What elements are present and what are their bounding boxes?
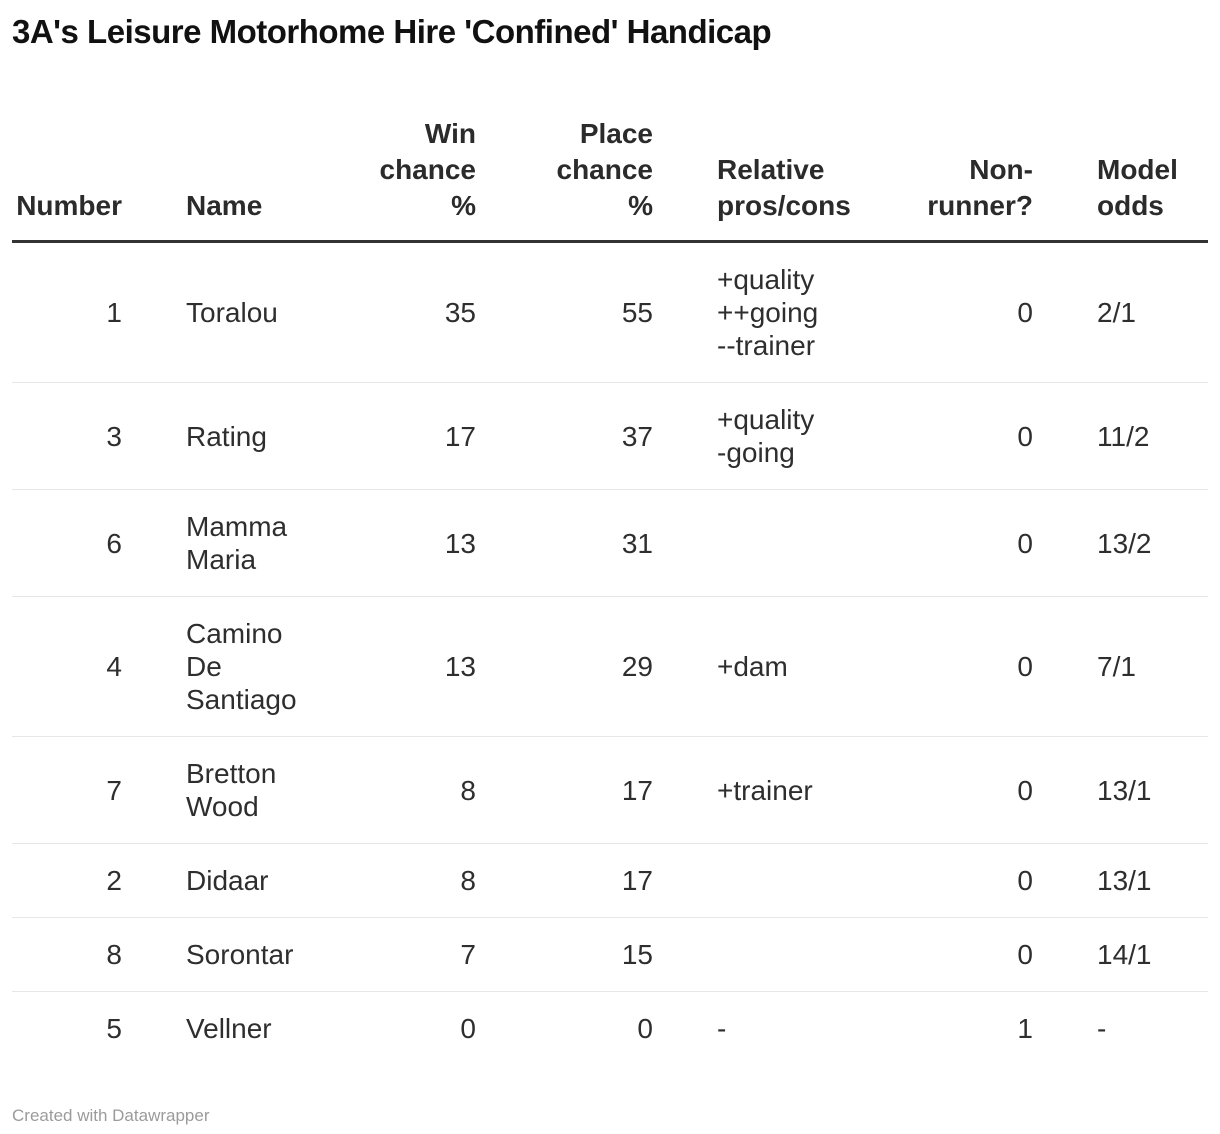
cell-odds: 13/1 [1097, 865, 1152, 896]
cell-odds: - [1097, 1013, 1107, 1044]
cell-number: 5 [106, 1013, 122, 1044]
table-row: 2 Didaar 8 17 0 13/1 [12, 843, 1208, 918]
cell-odds: 2/1 [1097, 297, 1136, 328]
cell-place: 0 [637, 1013, 653, 1044]
cell-pros: +dam [717, 651, 788, 682]
table-row: 1 Toralou 35 55 +quality ++going --trainer 0 2… [12, 242, 1208, 383]
cell-name: Vellner [186, 1013, 272, 1044]
table-row: 8 Sorontar 7 15 0 14/1 [12, 917, 1208, 992]
cell-win: 13 [444, 651, 476, 682]
column-header-win: Win chance % [379, 118, 477, 221]
cell-win: 8 [460, 865, 476, 896]
handicap-table: Number Name Win chance % Place chance % Rela… [12, 116, 1208, 1065]
cell-win: 17 [444, 420, 476, 452]
cell-name: Didaar [186, 865, 269, 896]
cell-pros [653, 918, 897, 992]
cell-nonrunner: 1 [1017, 1013, 1033, 1044]
cell-odds: 14/1 [1097, 939, 1152, 970]
cell-name: Sorontar [186, 939, 294, 970]
column-header-nonrunner: Non- runner? [927, 154, 1033, 221]
cell-nonrunner: 0 [1017, 774, 1033, 806]
cell-number: 4 [106, 651, 122, 682]
table-header: Number Name Win chance % Place chance % Rela… [12, 116, 1208, 242]
column-header-pros: Relative pros/cons [717, 154, 851, 221]
table-body: 1 Toralou 35 55 +quality ++going --trainer 0 2… [12, 242, 1208, 1066]
cell-nonrunner: 0 [1017, 651, 1033, 682]
cell-place: 15 [621, 939, 653, 970]
cell-place: 17 [621, 774, 653, 806]
cell-name: Mamma Maria [186, 511, 288, 575]
cell-number: 3 [106, 420, 122, 452]
cell-number: 1 [106, 297, 122, 328]
table-row: 5 Vellner 0 0 - 1 - [12, 991, 1208, 1066]
cell-odds: 13/2 [1097, 527, 1152, 559]
cell-place: 55 [621, 297, 653, 328]
cell-pros: +quality ++going --trainer [717, 264, 819, 361]
cell-number: 2 [106, 865, 122, 896]
table-row: 6 Mamma Maria 13 31 0 13/2 [12, 489, 1208, 597]
attribution-text: Created with Datawrapper [12, 1106, 210, 1125]
cell-pros [653, 490, 897, 597]
cell-place: 17 [621, 865, 653, 896]
cell-number: 8 [106, 939, 122, 970]
cell-name: Bretton Wood [186, 758, 277, 822]
cell-win: 13 [444, 527, 476, 559]
column-header-odds: Model odds [1097, 154, 1178, 221]
column-header-place: Place chance % [556, 118, 654, 221]
cell-nonrunner: 0 [1017, 297, 1033, 328]
cell-pros: +trainer [717, 774, 813, 806]
cell-name: Toralou [186, 297, 278, 328]
cell-place: 37 [621, 420, 653, 452]
cell-name: Camino De Santiago [186, 618, 297, 715]
cell-odds: 13/1 [1097, 774, 1152, 806]
cell-nonrunner: 0 [1017, 865, 1033, 896]
cell-odds: 11/2 [1097, 420, 1150, 452]
table-row: 4 Camino De Santiago 13 29 +dam 0 7/1 [12, 596, 1208, 737]
cell-pros: - [717, 1013, 727, 1044]
cell-number: 7 [106, 774, 122, 806]
cell-place: 29 [621, 651, 653, 682]
chart-title: 3A's Leisure Motorhome Hire 'Confined' H… [12, 13, 772, 50]
table-header-row: Number Name Win chance % Place chance % Rela… [12, 116, 1208, 242]
cell-place: 31 [621, 527, 653, 559]
cell-pros [653, 844, 897, 918]
column-header-number: Number [16, 190, 122, 221]
cell-win: 35 [444, 297, 476, 328]
cell-win: 0 [460, 1013, 476, 1044]
table-row: 7 Bretton Wood 8 17 +trainer 0 13/1 [12, 736, 1208, 844]
cell-pros: +quality -going [717, 404, 815, 468]
cell-nonrunner: 0 [1017, 420, 1033, 452]
cell-nonrunner: 0 [1017, 527, 1033, 559]
cell-nonrunner: 0 [1017, 939, 1033, 970]
column-header-name: Name [186, 190, 263, 221]
cell-win: 8 [460, 774, 476, 806]
cell-win: 7 [460, 939, 476, 970]
cell-odds: 7/1 [1097, 651, 1136, 682]
cell-number: 6 [106, 527, 122, 559]
cell-name: Rating [186, 420, 267, 452]
table-row: 3 Rating 17 37 +quality -going 0 11/2 [12, 382, 1208, 490]
